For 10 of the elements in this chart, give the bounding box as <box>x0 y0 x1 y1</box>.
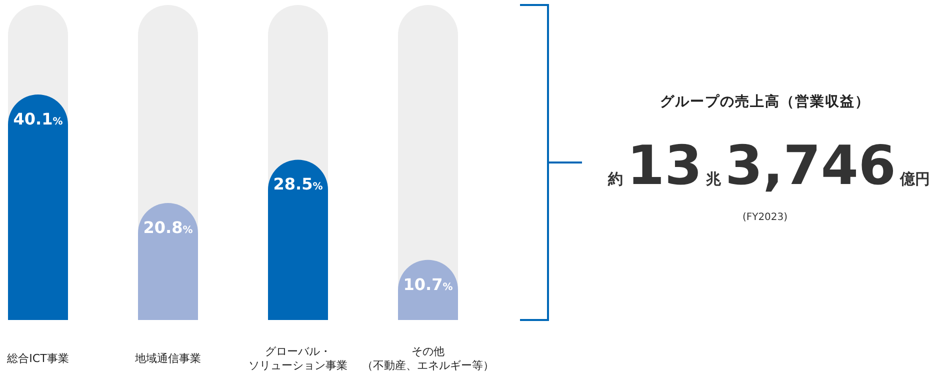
x-tick-label: 地域通信事業 <box>134 352 201 365</box>
text: グループの売上高（営業収益） <box>660 93 870 110</box>
data-label: 10.7% <box>403 274 453 294</box>
x-tick-label: その他（不動産、エネルギー等） <box>362 345 494 372</box>
x-tick-label: グローバル・ソリューション事業 <box>248 345 348 372</box>
data-label: 20.8% <box>143 218 193 237</box>
x-tick-label: 総合ICT事業 <box>6 352 69 365</box>
data-label: 40.1% <box>13 109 63 128</box>
text: (FY2023) <box>742 212 788 223</box>
data-label: 28.5% <box>273 174 323 194</box>
